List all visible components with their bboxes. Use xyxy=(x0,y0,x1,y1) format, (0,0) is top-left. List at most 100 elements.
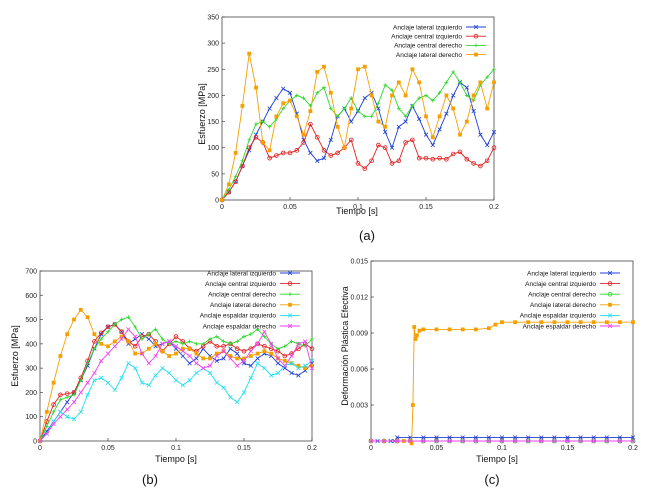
chart-a-caption: (a) xyxy=(359,228,375,243)
chart-b-series-2-point xyxy=(228,341,233,346)
chart-b-series-2-point xyxy=(106,329,110,334)
chart-b-series-5-point xyxy=(221,348,226,354)
chart-a-series-0-point xyxy=(315,158,320,163)
chart-c-series-0-point xyxy=(565,435,570,440)
chart-b-series-2-point xyxy=(72,392,76,397)
chart-c-ytick-label: 0.015 xyxy=(350,259,368,266)
chart-b-series-5-point xyxy=(153,353,158,359)
chart-a-series-1-point xyxy=(423,155,429,161)
chart-b-series-4-point xyxy=(112,387,117,393)
chart-a-series-0-point xyxy=(376,106,381,111)
chart-c-series-5-point xyxy=(512,438,518,444)
chart-c-series-0-point xyxy=(473,435,478,440)
chart-a-series-3-point xyxy=(247,51,252,56)
chart-b-series-5-point xyxy=(235,363,240,368)
chart-b-series-1-point xyxy=(92,339,97,344)
chart-c-series-3-point xyxy=(409,441,414,446)
chart-a-series-1-point xyxy=(369,158,374,164)
chart-b-series-1-point xyxy=(214,343,220,349)
chart-b-legend-marker xyxy=(288,292,292,297)
chart-c-series-3-point xyxy=(447,327,452,332)
chart-b-series-5-point xyxy=(146,361,151,366)
chart-a-legend-label: Anclaje central izquierdo xyxy=(391,34,462,41)
chart-a-series-3-point xyxy=(322,64,326,69)
chart-a-series-1-point xyxy=(389,161,395,166)
chart-c-xtick-label: 0 xyxy=(369,445,373,452)
chart-a-series-2-point xyxy=(356,109,360,114)
chart-b-series-3-point xyxy=(214,351,219,356)
chart-b-series-2-point xyxy=(262,334,267,339)
chart-c-series-3-point xyxy=(539,320,544,325)
chart-b-series-5-point xyxy=(262,329,267,334)
chart-b-series-3-point xyxy=(51,380,56,385)
chart-a-series-2-point xyxy=(349,96,354,100)
chart-c-series-3-point xyxy=(417,328,422,333)
chart-b-series-5-point xyxy=(58,414,63,419)
chart-a-series-2-point xyxy=(254,122,258,127)
chart-c-series-5-point xyxy=(381,438,387,444)
chart-b-series-3-point xyxy=(133,351,138,356)
chart-c-series-5-point xyxy=(552,438,557,444)
chart-a-series-1-point xyxy=(328,153,334,158)
chart-b-series-4-point xyxy=(58,409,63,415)
chart-b-series-1-point xyxy=(173,334,179,339)
chart-b-series-5-point xyxy=(37,438,43,444)
chart-b-series-4-point xyxy=(160,365,165,371)
chart-a-series-2-point xyxy=(233,174,238,179)
chart-c-series-3-point xyxy=(460,327,465,332)
chart-a-series-0-point xyxy=(451,93,456,98)
chart-a-series-0-point xyxy=(478,132,483,137)
chart-a-series-3-point xyxy=(267,148,272,153)
chart-b-legend-marker xyxy=(287,313,293,318)
chart-c-legend-label: Anclaje espaldar izquierdo xyxy=(520,313,597,320)
chart-a-series-1-point xyxy=(484,158,490,164)
chart-b-series-3-point xyxy=(187,346,192,351)
chart-b-legend-marker xyxy=(288,302,292,307)
chart-c-series-5-point xyxy=(421,438,426,444)
chart-b-series-1-point xyxy=(221,343,226,349)
chart-b-series-5-point xyxy=(160,341,165,347)
chart-b-series-1-point xyxy=(105,324,111,330)
chart-b-series-3-point xyxy=(58,354,63,358)
chart-b-series-1-point xyxy=(98,330,104,336)
chart-a-series-0-point xyxy=(403,119,408,124)
chart-c-series-0-point xyxy=(395,435,400,440)
chart-b-series-4-point xyxy=(126,361,131,366)
chart-b-series-0-point xyxy=(146,336,151,342)
chart-a-series-1-point xyxy=(274,153,279,158)
chart-b-series-0-point xyxy=(99,331,104,337)
chart-a-legend-marker xyxy=(473,24,479,30)
chart-b-series-4-point xyxy=(146,382,151,388)
chart-a-series-3-point xyxy=(458,132,462,137)
chart-a-series-3-point xyxy=(464,119,469,124)
chart-b-series-4-point xyxy=(85,392,90,398)
chart-b-series-5-point xyxy=(214,353,219,359)
chart-b-series-2-point xyxy=(242,334,246,339)
chart-b-legend-label: Anclaje central izquierdo xyxy=(205,281,276,288)
chart-b-series-3-point xyxy=(228,354,233,358)
chart-b-series-3-point xyxy=(262,349,267,354)
chart-b-series-2-point xyxy=(282,344,287,349)
chart-a-series-0-point xyxy=(383,129,388,135)
chart-c-xtick-label: 0.05 xyxy=(430,445,444,452)
chart-c-series-5-point xyxy=(617,438,623,444)
chart-b-series-4-point xyxy=(65,414,70,419)
chart-c-xlabel: Tiempo [s] xyxy=(476,454,518,464)
chart-c-ylabel: Deformación Plástica Efectiva xyxy=(340,286,350,406)
chart-a-series-3-point xyxy=(417,80,422,85)
chart-c-series-0-point xyxy=(512,435,518,440)
chart-a-series-3-point xyxy=(294,114,299,119)
chart-a-series-2-point xyxy=(410,103,415,108)
chart-a-series-1-point xyxy=(382,145,388,151)
chart-b-ytick-label: 100 xyxy=(25,414,37,421)
chart-a-series-3-point xyxy=(437,114,442,119)
chart-b-ylabel: Esfuerzo [MPa] xyxy=(10,325,20,387)
chart-b-series-2-point xyxy=(78,378,83,383)
chart-c-ytick-label: 0.012 xyxy=(350,295,368,302)
chart-a-series-3-point xyxy=(260,140,265,145)
chart-b-legend-label: Anclaje espaldar derecho xyxy=(203,323,277,330)
chart-b-series-4-point xyxy=(180,382,185,388)
chart-a-series-1-point xyxy=(450,151,456,157)
chart-a-ytick-label: 50 xyxy=(211,171,219,178)
chart-b-series-5-point xyxy=(78,390,83,395)
